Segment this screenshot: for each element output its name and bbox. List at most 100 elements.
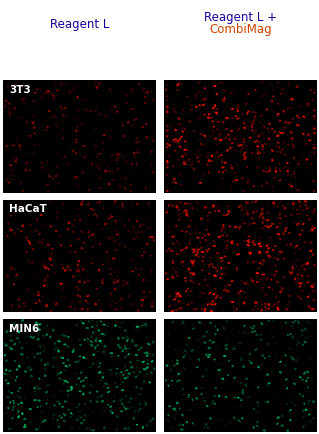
Ellipse shape [71, 392, 72, 393]
Ellipse shape [248, 397, 250, 398]
Ellipse shape [146, 361, 148, 362]
Ellipse shape [78, 289, 80, 290]
Ellipse shape [273, 96, 274, 97]
Ellipse shape [269, 256, 271, 258]
Ellipse shape [125, 163, 126, 164]
Ellipse shape [72, 224, 74, 226]
Ellipse shape [167, 146, 168, 148]
Ellipse shape [218, 121, 219, 122]
Ellipse shape [145, 93, 146, 95]
Ellipse shape [245, 298, 246, 299]
Ellipse shape [146, 355, 148, 356]
Ellipse shape [122, 338, 124, 339]
Ellipse shape [48, 111, 50, 112]
Ellipse shape [259, 279, 262, 280]
Ellipse shape [20, 148, 21, 149]
Ellipse shape [132, 407, 133, 408]
Ellipse shape [227, 337, 228, 338]
Ellipse shape [59, 415, 60, 417]
Ellipse shape [102, 373, 104, 375]
Ellipse shape [102, 249, 103, 250]
Ellipse shape [198, 256, 199, 257]
Ellipse shape [175, 237, 176, 238]
Ellipse shape [219, 139, 221, 141]
Ellipse shape [209, 273, 210, 274]
Ellipse shape [185, 161, 186, 162]
Ellipse shape [222, 152, 223, 153]
Ellipse shape [42, 285, 43, 286]
Ellipse shape [201, 309, 202, 310]
Ellipse shape [37, 407, 38, 408]
Ellipse shape [122, 322, 123, 323]
Ellipse shape [231, 92, 232, 93]
Ellipse shape [276, 271, 277, 272]
Ellipse shape [182, 131, 183, 132]
Ellipse shape [314, 92, 315, 93]
Ellipse shape [178, 83, 180, 84]
Ellipse shape [47, 185, 48, 186]
Ellipse shape [207, 144, 208, 145]
Ellipse shape [200, 297, 201, 298]
Ellipse shape [204, 310, 205, 311]
Ellipse shape [307, 421, 308, 422]
Ellipse shape [39, 242, 41, 243]
Ellipse shape [122, 338, 123, 339]
Ellipse shape [297, 224, 298, 225]
Ellipse shape [8, 103, 10, 104]
Ellipse shape [178, 373, 180, 374]
Ellipse shape [262, 304, 263, 305]
Ellipse shape [196, 398, 197, 399]
Ellipse shape [258, 133, 259, 134]
Ellipse shape [240, 398, 241, 399]
Ellipse shape [231, 167, 233, 168]
Ellipse shape [234, 397, 235, 398]
Ellipse shape [119, 327, 121, 328]
Ellipse shape [182, 156, 183, 157]
Ellipse shape [193, 273, 195, 275]
Ellipse shape [65, 365, 67, 367]
Ellipse shape [276, 149, 277, 151]
Ellipse shape [309, 294, 310, 295]
Ellipse shape [257, 140, 258, 141]
Ellipse shape [262, 82, 263, 83]
Ellipse shape [37, 89, 38, 90]
Ellipse shape [303, 269, 306, 270]
Ellipse shape [88, 204, 89, 205]
Ellipse shape [18, 416, 19, 418]
Ellipse shape [152, 342, 153, 343]
Ellipse shape [272, 289, 273, 290]
Ellipse shape [79, 417, 82, 418]
Ellipse shape [262, 148, 263, 150]
Ellipse shape [110, 92, 111, 94]
Ellipse shape [236, 144, 237, 145]
Ellipse shape [212, 403, 213, 404]
Ellipse shape [129, 348, 130, 349]
Ellipse shape [225, 248, 227, 249]
Ellipse shape [42, 296, 43, 297]
Ellipse shape [279, 180, 281, 181]
Ellipse shape [83, 269, 84, 270]
Ellipse shape [173, 181, 175, 182]
Ellipse shape [262, 222, 263, 223]
Ellipse shape [182, 308, 183, 310]
Ellipse shape [69, 147, 70, 148]
Ellipse shape [11, 340, 13, 342]
Ellipse shape [277, 307, 278, 309]
Ellipse shape [25, 424, 26, 425]
Ellipse shape [58, 373, 60, 374]
Ellipse shape [263, 397, 265, 398]
Ellipse shape [27, 357, 28, 358]
Ellipse shape [278, 243, 279, 244]
Ellipse shape [301, 266, 302, 267]
Ellipse shape [257, 308, 259, 309]
Ellipse shape [99, 372, 100, 373]
Ellipse shape [32, 263, 33, 264]
Ellipse shape [208, 273, 210, 274]
Ellipse shape [268, 227, 270, 228]
Ellipse shape [119, 373, 120, 374]
Ellipse shape [10, 115, 11, 116]
Ellipse shape [211, 263, 213, 265]
Ellipse shape [107, 294, 108, 295]
Ellipse shape [265, 226, 268, 227]
Ellipse shape [25, 305, 26, 306]
